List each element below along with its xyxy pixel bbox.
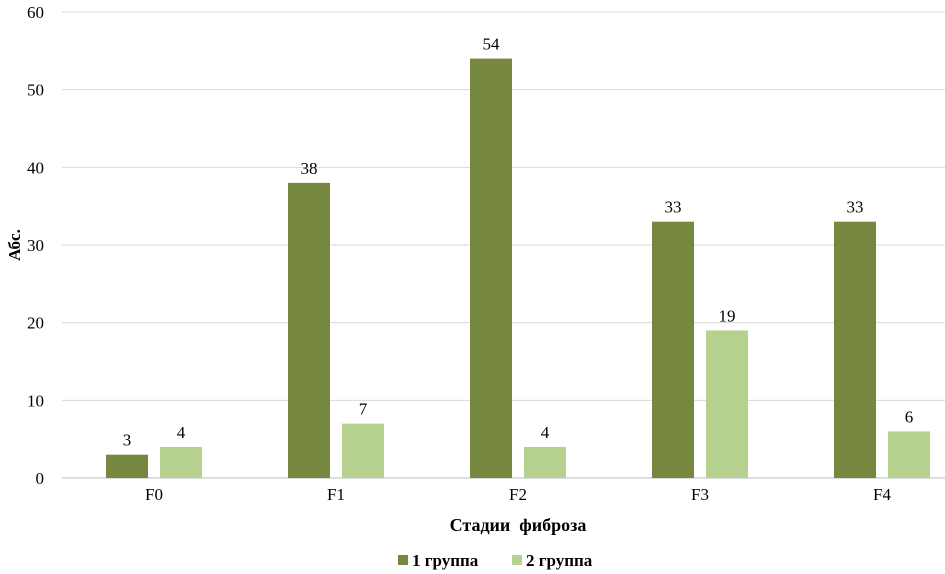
y-axis-label: Абс.: [5, 229, 24, 261]
data-label: 19: [719, 306, 736, 325]
bar-2: [888, 431, 930, 478]
y-tick-label: 40: [27, 158, 44, 177]
x-tick-label: F1: [327, 485, 345, 504]
data-label: 6: [905, 407, 914, 426]
legend-label-1: 1 группа: [412, 551, 479, 570]
bar-2: [524, 446, 566, 478]
y-tick-label: 60: [27, 3, 44, 22]
bar-1: [652, 221, 694, 478]
data-label: 38: [301, 159, 318, 178]
x-tick-label: F3: [691, 485, 709, 504]
legend-swatch-2: [512, 555, 522, 565]
x-tick-label: F2: [509, 485, 527, 504]
y-tick-label: 20: [27, 314, 44, 333]
bar-1: [106, 454, 148, 478]
data-label: 4: [177, 423, 186, 442]
x-axis-label: Стадии фиброза: [450, 515, 587, 535]
data-label: 54: [483, 35, 501, 54]
y-tick-label: 30: [27, 236, 44, 255]
data-label: 33: [665, 198, 682, 217]
data-label: 3: [123, 431, 132, 450]
bar-1: [834, 221, 876, 478]
bar-1: [288, 182, 330, 478]
bar-2: [160, 446, 202, 478]
legend-label-2: 2 группа: [526, 551, 593, 570]
y-tick-label: 10: [27, 391, 44, 410]
x-tick-label: F0: [145, 485, 163, 504]
data-label: 33: [847, 198, 864, 217]
legend-swatch-1: [398, 555, 408, 565]
y-tick-label: 50: [27, 81, 44, 100]
bar-2: [342, 423, 384, 478]
bar-2: [706, 330, 748, 478]
data-label: 4: [541, 423, 550, 442]
y-tick-label: 0: [36, 469, 45, 488]
bar-1: [470, 58, 512, 478]
x-tick-label: F4: [873, 485, 891, 504]
data-label: 7: [359, 400, 368, 419]
